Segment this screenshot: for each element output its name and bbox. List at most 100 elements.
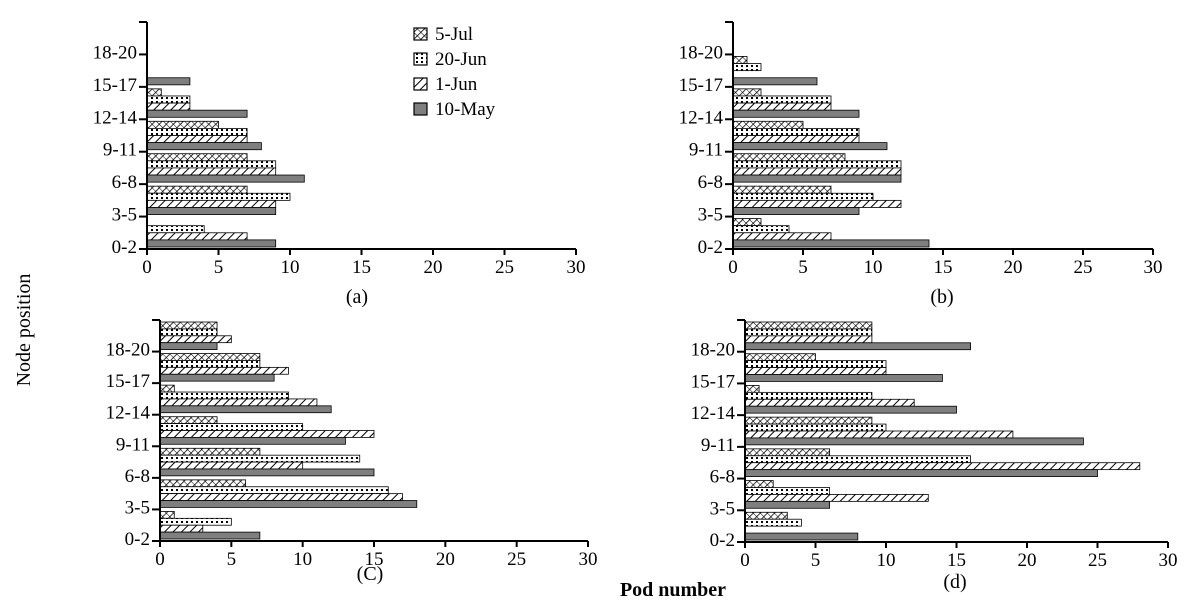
bar-10-may-6-8 (744, 469, 1098, 477)
y-tick-label: 12-14 (691, 403, 736, 424)
x-tick-label: 5 (214, 257, 224, 278)
bar-20-jun-12-14 (732, 95, 832, 104)
x-tick-label: 0 (155, 549, 165, 570)
bar-1-jun-6-8 (159, 461, 304, 470)
y-tick-label: 3-5 (710, 498, 735, 519)
y-tick-label: 0-2 (698, 237, 723, 258)
x-tick-label: 5 (811, 550, 821, 571)
bar-10-may-15-17 (732, 77, 818, 86)
bar-10-may-12-14 (159, 405, 332, 414)
bar-20-jun-9-11 (744, 423, 887, 432)
y-tick-label: 9-11 (689, 140, 723, 161)
y-tick-label: 9-11 (701, 435, 735, 456)
x-tick-label: 15 (365, 549, 384, 570)
bar-20-jun-0-2 (732, 225, 790, 234)
x-tick-label: 5 (798, 257, 808, 278)
bar-1-jun-0-2 (732, 232, 832, 241)
y-tick-label: 9-11 (116, 434, 150, 455)
bar-1-jun-0-2 (146, 232, 248, 241)
bar-20-jun-12-14 (146, 95, 191, 104)
y-tick-label: 15-17 (679, 75, 723, 96)
bar-5-jul-9-11 (146, 120, 219, 129)
bar-5-jul-15-17 (732, 56, 748, 64)
x-tick-label: 30 (579, 549, 598, 570)
bar-1-jun-6-8 (744, 462, 1141, 471)
bar-1-jun-9-11 (732, 135, 860, 144)
x-tick-label: 15 (352, 257, 371, 278)
legend-swatch-20-jun (413, 52, 428, 66)
bar-10-may-9-11 (159, 436, 346, 445)
x-axis-label: Pod number (620, 579, 726, 601)
x-tick-label: 25 (1074, 257, 1093, 278)
bar-5-jul-6-8 (732, 153, 846, 162)
x-tick-label: 20 (424, 257, 443, 278)
bar-20-jun-6-8 (732, 160, 902, 169)
bar-1-jun-18-20 (744, 335, 873, 344)
bar-5-jul-12-14 (744, 385, 760, 393)
bar-20-jun-3-5 (146, 192, 291, 201)
x-tick-label: 0 (728, 257, 738, 278)
bar-10-may-15-17 (159, 373, 275, 382)
bar-1-jun-9-11 (146, 135, 248, 144)
bar-10-may-6-8 (146, 174, 305, 183)
bar-20-jun-0-2 (159, 517, 232, 526)
bar-10-may-9-11 (146, 142, 262, 151)
bar-5-jul-3-5 (146, 185, 248, 194)
bar-10-may-3-5 (159, 500, 418, 508)
y-tick-label: 15-17 (106, 371, 150, 392)
bar-20-jun-15-17 (744, 360, 887, 368)
bar-10-may-18-20 (159, 342, 218, 350)
bar-1-jun-12-14 (744, 398, 915, 407)
y-tick-label: 18-20 (106, 340, 150, 361)
bar-20-jun-3-5 (744, 487, 830, 495)
x-tick-label: 0 (740, 550, 750, 571)
bar-10-may-12-14 (146, 109, 248, 118)
panel-b: 0-2 3-5 6-8 9-11 12-14 15-17 18-20 0 5 10 15 20 25 30… (679, 21, 1163, 308)
bar-10-may-12-14 (732, 109, 860, 118)
bar-1-jun-18-20 (159, 335, 232, 344)
y-tick-label: 3-5 (698, 205, 723, 226)
bar-10-may-15-17 (744, 374, 943, 382)
bar-10-may-9-11 (744, 437, 1084, 446)
bar-10-may-3-5 (732, 207, 860, 215)
bar-20-jun-0-2 (146, 225, 205, 234)
x-tick-label: 15 (947, 550, 966, 571)
bar-1-jun-15-17 (744, 367, 887, 375)
bar-5-jul-0-2 (159, 511, 175, 519)
bar-1-jun-6-8 (146, 167, 277, 176)
y-tick-label: 0-2 (125, 529, 150, 550)
y-tick-label: 6-8 (710, 467, 735, 488)
bar-1-jun-12-14 (732, 102, 832, 111)
bar-1-jun-3-5 (159, 493, 403, 501)
bar-10-may-9-11 (732, 142, 888, 151)
bar-20-jun-0-2 (744, 518, 802, 527)
x-tick-label: 5 (227, 549, 237, 570)
bar-5-jul-3-5 (159, 479, 246, 488)
bar-1-jun-9-11 (744, 430, 1014, 439)
y-tick-label: 15-17 (93, 75, 137, 96)
x-tick-label: 10 (864, 257, 883, 278)
panel-title: (C) (357, 563, 384, 585)
y-tick-label: 12-14 (93, 107, 138, 128)
y-axis-label: Node position (13, 274, 35, 387)
bar-20-jun-9-11 (159, 423, 304, 431)
panel-d: 0-2 3-5 6-8 9-11 12-14 15-17 18-20 0 5 10 15 20 25 30… (691, 319, 1178, 593)
x-tick-label: 25 (507, 549, 526, 570)
bar-20-jun-6-8 (146, 160, 277, 169)
bar-20-jun-3-5 (159, 486, 389, 495)
panel-c: 0-2 3-5 6-8 9-11 12-14 15-17 18-20 0 5 10 15 20 25 30… (106, 319, 598, 585)
y-tick-label: 18-20 (93, 42, 137, 63)
bar-1-jun-6-8 (732, 167, 902, 176)
y-tick-label: 18-20 (691, 340, 735, 361)
bar-5-jul-12-14 (732, 88, 762, 97)
bar-20-jun-6-8 (159, 454, 361, 463)
bar-10-may-0-2 (732, 239, 930, 248)
bar-20-jun-15-17 (159, 360, 261, 368)
bar-1-jun-9-11 (159, 430, 375, 438)
x-tick-label: 20 (436, 549, 455, 570)
bar-1-jun-0-2 (159, 524, 204, 533)
panel-a: 0-2 3-5 6-8 9-11 12-14 15-17 18-20 0 5 10 15 20 25 30… (93, 21, 586, 308)
x-tick-label: 10 (281, 257, 300, 278)
bar-20-jun-18-20 (744, 328, 873, 337)
